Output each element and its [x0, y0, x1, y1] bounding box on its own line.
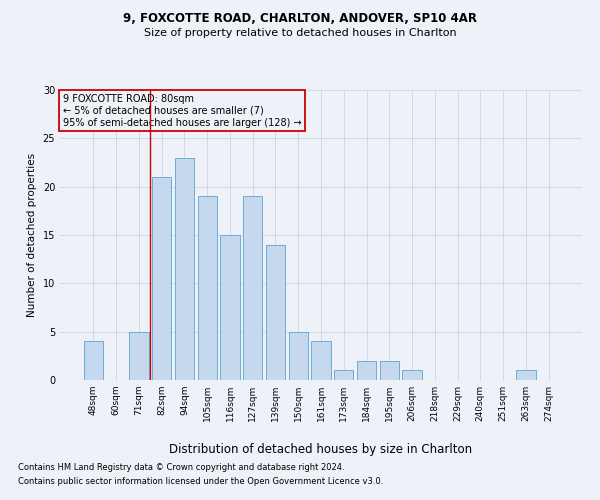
- Text: 9 FOXCOTTE ROAD: 80sqm
← 5% of detached houses are smaller (7)
95% of semi-detac: 9 FOXCOTTE ROAD: 80sqm ← 5% of detached …: [62, 94, 301, 128]
- Y-axis label: Number of detached properties: Number of detached properties: [27, 153, 37, 317]
- Bar: [129, 332, 149, 380]
- Bar: [403, 370, 422, 380]
- Bar: [243, 196, 262, 380]
- Bar: [197, 196, 217, 380]
- Text: Size of property relative to detached houses in Charlton: Size of property relative to detached ho…: [143, 28, 457, 38]
- Text: Contains HM Land Registry data © Crown copyright and database right 2024.: Contains HM Land Registry data © Crown c…: [18, 464, 344, 472]
- Bar: [289, 332, 308, 380]
- Text: 9, FOXCOTTE ROAD, CHARLTON, ANDOVER, SP10 4AR: 9, FOXCOTTE ROAD, CHARLTON, ANDOVER, SP1…: [123, 12, 477, 26]
- Bar: [357, 360, 376, 380]
- Bar: [84, 342, 103, 380]
- Bar: [175, 158, 194, 380]
- Text: Distribution of detached houses by size in Charlton: Distribution of detached houses by size …: [169, 442, 473, 456]
- Bar: [220, 235, 239, 380]
- Bar: [380, 360, 399, 380]
- Text: Contains public sector information licensed under the Open Government Licence v3: Contains public sector information licen…: [18, 477, 383, 486]
- Bar: [152, 177, 172, 380]
- Bar: [516, 370, 536, 380]
- Bar: [311, 342, 331, 380]
- Bar: [334, 370, 353, 380]
- Bar: [266, 244, 285, 380]
